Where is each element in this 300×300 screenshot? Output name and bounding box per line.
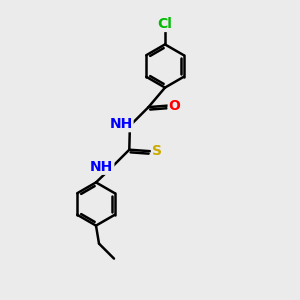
Text: O: O xyxy=(169,99,181,112)
Text: NH: NH xyxy=(109,117,133,131)
Text: NH: NH xyxy=(90,160,113,174)
Text: S: S xyxy=(152,144,162,158)
Text: Cl: Cl xyxy=(158,17,172,31)
